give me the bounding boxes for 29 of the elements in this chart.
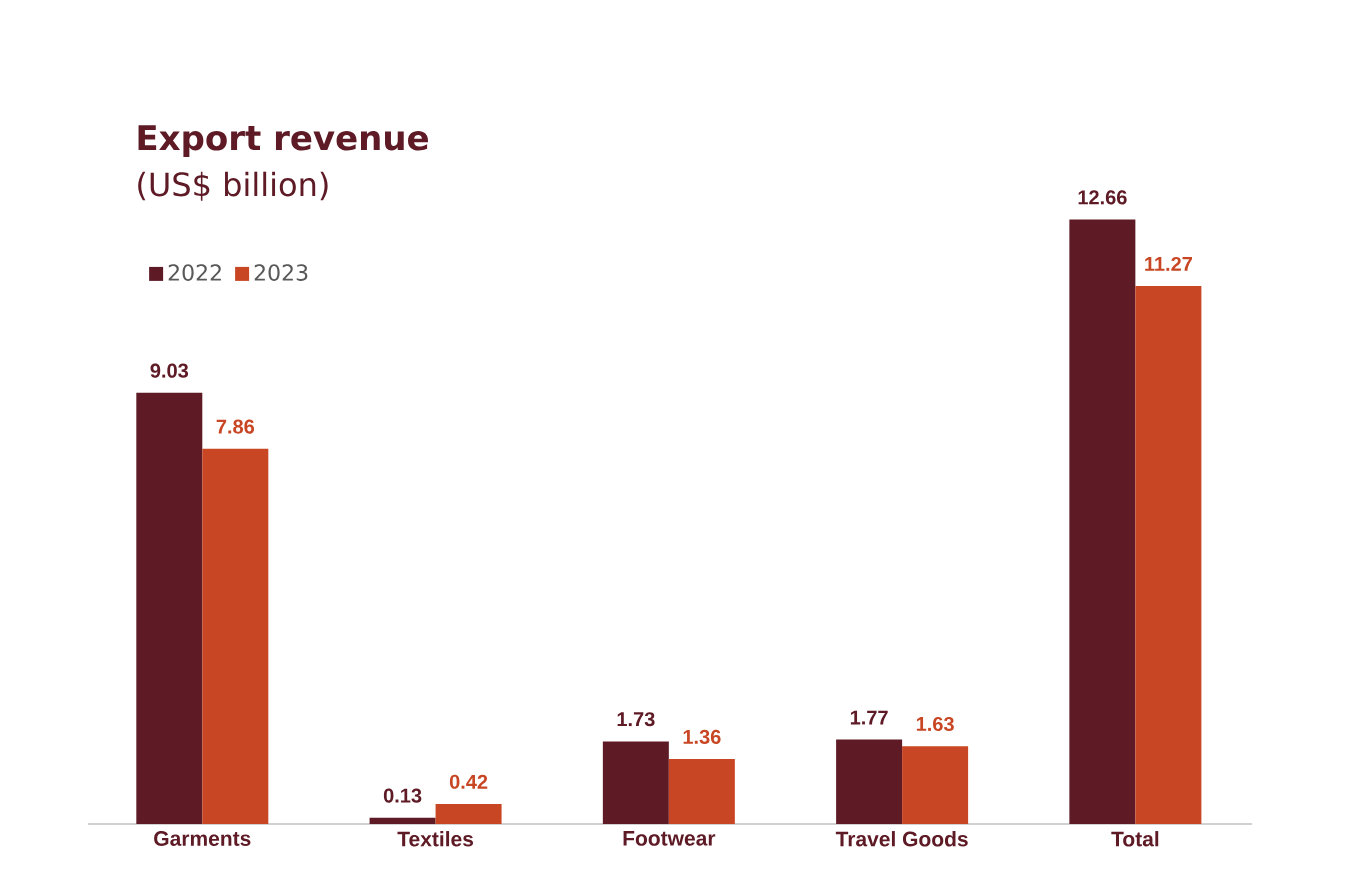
x-tick-label: Textiles — [397, 831, 474, 847]
data-label: 9.03 — [150, 363, 189, 378]
bar — [435, 803, 502, 824]
chart-subtitle: (US$ billion) — [138, 171, 328, 201]
data-label: 11.27 — [1145, 256, 1192, 271]
bar — [836, 739, 903, 824]
legend-label: 2023 — [254, 264, 308, 281]
bar — [369, 817, 436, 824]
data-label: 0.42 — [449, 774, 488, 789]
data-label: 1.77 — [850, 710, 888, 725]
data-label: 7.86 — [216, 419, 255, 434]
data-label: 1.63 — [916, 716, 954, 732]
bar — [668, 759, 735, 824]
data-label: 12.66 — [1078, 190, 1127, 205]
legend-label: 2022 — [168, 264, 221, 281]
data-label: 1.36 — [683, 729, 721, 744]
x-tick-label: Footwear — [623, 831, 716, 846]
chart-title: Export revenue — [138, 125, 428, 158]
bar — [1069, 219, 1136, 824]
bar — [1135, 285, 1202, 824]
bar — [202, 448, 269, 824]
data-label: 1.73 — [617, 712, 655, 727]
data-label: 0.13 — [383, 788, 422, 803]
x-tick-label: Travel Goods — [835, 831, 968, 847]
x-tick-label: Garments — [154, 831, 251, 846]
bar — [902, 746, 969, 824]
bar — [136, 392, 203, 824]
x-tick-label: Total — [1111, 831, 1159, 847]
bar — [602, 741, 669, 824]
